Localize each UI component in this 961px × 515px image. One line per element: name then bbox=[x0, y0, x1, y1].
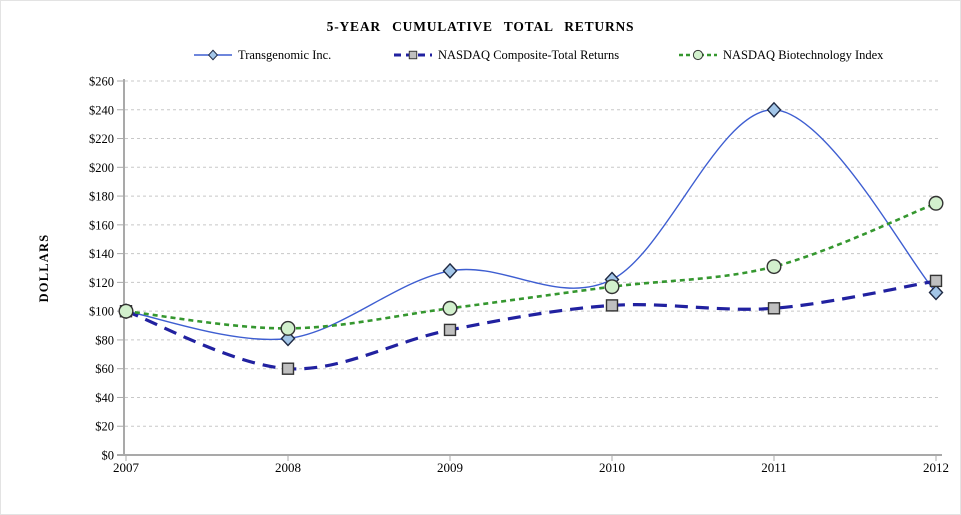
data-point-marker bbox=[766, 259, 782, 275]
y-axis-tick-label: $220 bbox=[89, 132, 114, 146]
data-point-marker bbox=[928, 195, 944, 211]
y-axis-tick-label: $200 bbox=[89, 161, 114, 175]
legend-label-nasdaq-composite: NASDAQ Composite-Total Returns bbox=[438, 47, 620, 62]
legend-swatch-transgenomic-icon bbox=[194, 49, 232, 61]
y-axis-tick-label: $60 bbox=[95, 362, 114, 376]
x-axis-tick-label: 2010 bbox=[599, 460, 625, 475]
y-axis-tick-label: $160 bbox=[89, 218, 114, 232]
legend-swatch-nasdaq-biotech-icon bbox=[679, 49, 717, 61]
x-axis-tick-label: 2007 bbox=[113, 460, 140, 475]
legend-item-nasdaq-composite: NASDAQ Composite-Total Returns bbox=[393, 47, 619, 63]
legend-swatch-nasdaq-composite-icon bbox=[394, 50, 432, 60]
y-axis-tick-label: $140 bbox=[89, 247, 114, 261]
y-axis-tick-label: $180 bbox=[89, 190, 114, 204]
legend-label-transgenomic: Transgenomic Inc. bbox=[238, 47, 332, 62]
y-axis-tick-label: $80 bbox=[95, 333, 114, 347]
data-point-marker bbox=[443, 323, 457, 337]
y-axis-tick-label: $20 bbox=[95, 420, 114, 434]
legend-label-nasdaq-biotech: NASDAQ Biotechnology Index bbox=[723, 47, 884, 62]
data-point-marker bbox=[929, 274, 943, 288]
y-axis-tick-label: $100 bbox=[89, 305, 114, 319]
y-axis-tick-label: $240 bbox=[89, 103, 114, 117]
data-point-marker bbox=[207, 49, 219, 61]
data-point-marker bbox=[281, 362, 295, 375]
y-axis-tick-label: $260 bbox=[89, 75, 114, 89]
data-point-marker bbox=[767, 302, 781, 315]
data-point-marker bbox=[280, 320, 296, 336]
data-point-marker bbox=[408, 50, 418, 60]
y-axis-tick-label: $40 bbox=[95, 391, 114, 405]
legend-item-transgenomic: Transgenomic Inc. bbox=[193, 47, 331, 63]
data-point-marker bbox=[605, 299, 619, 312]
x-axis-tick-label: 2011 bbox=[761, 460, 787, 475]
series-line-1 bbox=[125, 279, 937, 371]
x-axis-tick-label: 2008 bbox=[275, 460, 301, 475]
x-axis-tick-label: 2012 bbox=[923, 460, 949, 475]
data-point-marker bbox=[604, 279, 620, 295]
chart-title: 5-YEAR CUMULATIVE TOTAL RETURNS bbox=[326, 19, 635, 34]
data-point-marker bbox=[692, 49, 704, 61]
legend-item-nasdaq-biotech: NASDAQ Biotechnology Index bbox=[678, 47, 883, 63]
x-axis-tick-label: 2009 bbox=[437, 460, 463, 475]
data-point-marker bbox=[766, 101, 782, 118]
data-point-marker bbox=[442, 300, 458, 316]
y-axis-tick-label: $120 bbox=[89, 276, 114, 290]
series-line-2 bbox=[125, 202, 937, 330]
data-point-marker bbox=[118, 303, 134, 319]
data-point-marker bbox=[928, 284, 944, 301]
y-axis-tick-label: $0 bbox=[102, 449, 115, 463]
data-point-marker bbox=[442, 262, 458, 279]
